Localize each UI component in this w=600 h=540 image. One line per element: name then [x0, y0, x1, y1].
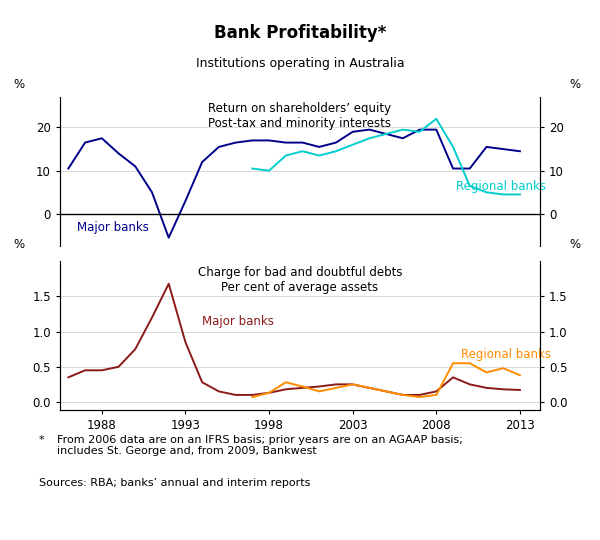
Text: Major banks: Major banks	[202, 315, 274, 328]
Text: Regional banks: Regional banks	[457, 180, 547, 193]
Text: Major banks: Major banks	[77, 221, 149, 234]
Text: Institutions operating in Australia: Institutions operating in Australia	[196, 57, 404, 70]
Text: %: %	[14, 78, 25, 91]
Text: Return on shareholders’ equity
Post-tax and minority interests: Return on shareholders’ equity Post-tax …	[208, 102, 392, 130]
Text: %: %	[569, 238, 580, 251]
Text: Sources: RBA; banks’ annual and interim reports: Sources: RBA; banks’ annual and interim …	[39, 478, 310, 488]
Text: Bank Profitability*: Bank Profitability*	[214, 24, 386, 42]
Text: %: %	[569, 78, 580, 91]
Text: From 2006 data are on an IFRS basis; prior years are on an AGAAP basis;
includes: From 2006 data are on an IFRS basis; pri…	[57, 435, 463, 456]
Text: Regional banks: Regional banks	[461, 348, 551, 361]
Text: %: %	[14, 238, 25, 251]
Text: Charge for bad and doubtful debts
Per cent of average assets: Charge for bad and doubtful debts Per ce…	[198, 266, 402, 294]
Text: *: *	[39, 435, 44, 445]
